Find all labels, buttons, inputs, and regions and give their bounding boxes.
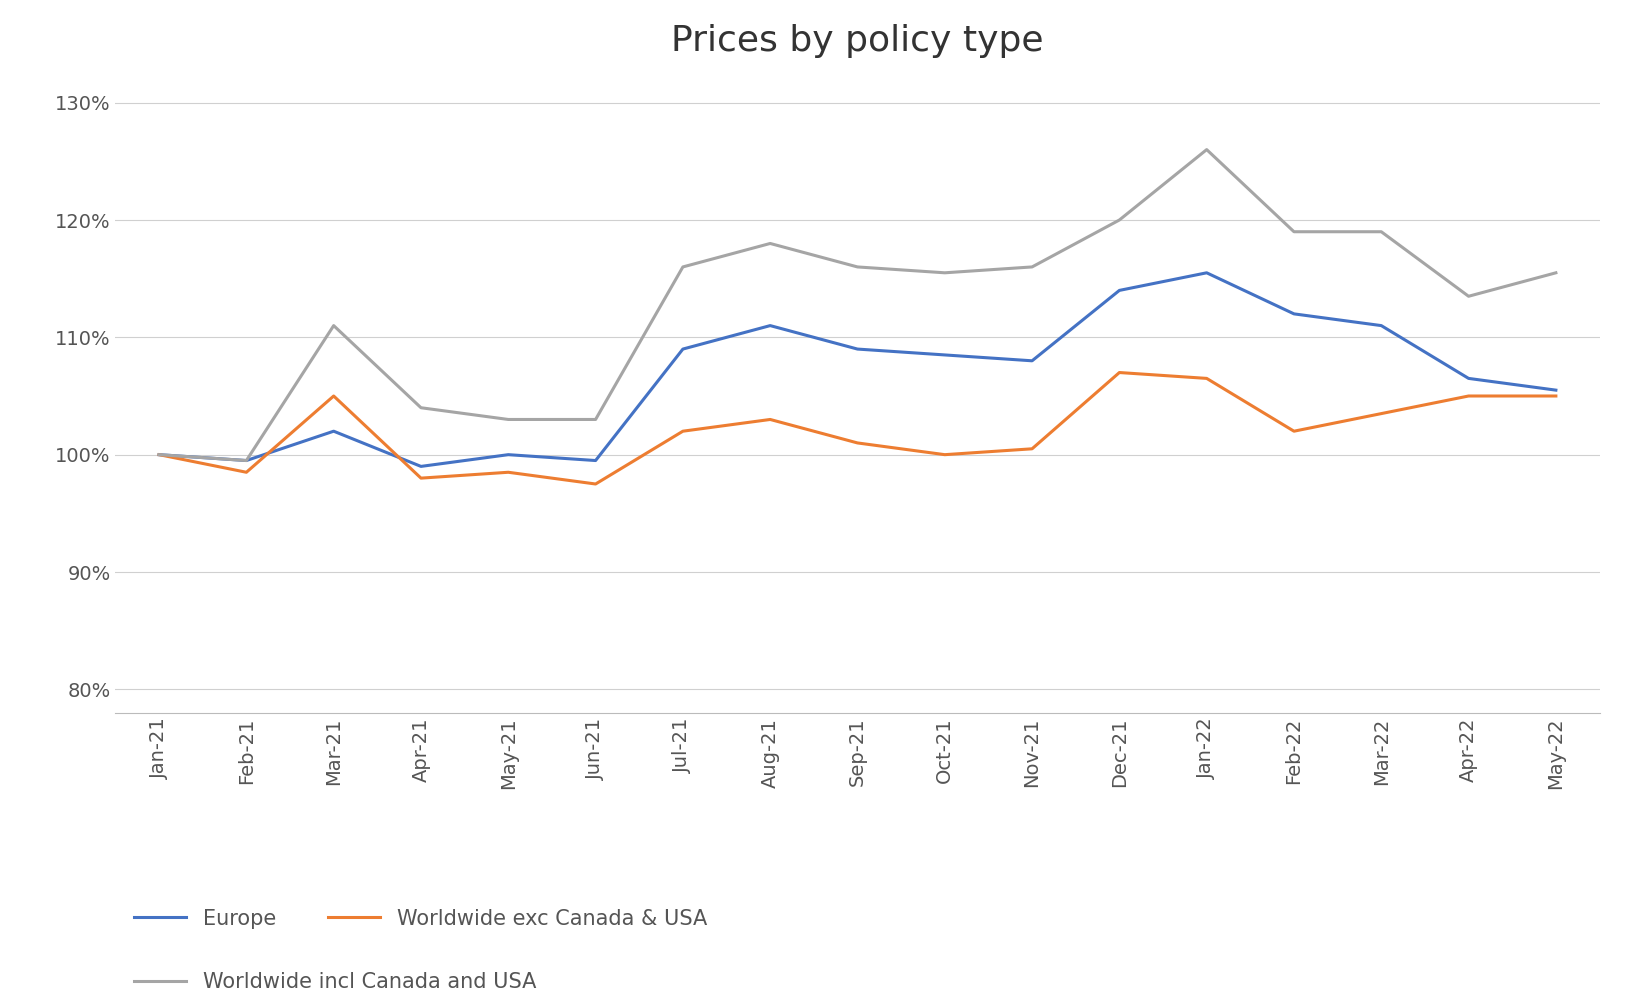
Europe bbox=[148, 448, 168, 460]
Worldwide incl Canada and USA bbox=[760, 238, 780, 249]
Worldwide exc Canada & USA bbox=[847, 437, 867, 448]
Worldwide incl Canada and USA bbox=[1371, 226, 1391, 238]
Worldwide exc Canada & USA bbox=[1196, 372, 1216, 384]
Europe bbox=[1022, 354, 1042, 366]
Worldwide incl Canada and USA bbox=[410, 402, 430, 414]
Europe bbox=[1109, 284, 1129, 296]
Worldwide incl Canada and USA bbox=[148, 448, 168, 460]
Europe bbox=[323, 426, 343, 438]
Europe bbox=[1284, 308, 1304, 320]
Worldwide incl Canada and USA bbox=[934, 267, 954, 279]
Worldwide exc Canada & USA bbox=[148, 448, 168, 460]
Worldwide exc Canada & USA bbox=[760, 414, 780, 426]
Europe bbox=[498, 448, 517, 460]
Europe bbox=[1458, 372, 1478, 384]
Worldwide exc Canada & USA bbox=[1546, 390, 1566, 402]
Line: Europe: Europe bbox=[158, 273, 1556, 466]
Legend: Worldwide incl Canada and USA: Worldwide incl Canada and USA bbox=[125, 964, 544, 990]
Worldwide exc Canada & USA bbox=[585, 478, 605, 490]
Europe bbox=[1196, 267, 1216, 279]
Worldwide incl Canada and USA bbox=[847, 261, 867, 273]
Worldwide exc Canada & USA bbox=[1284, 426, 1304, 438]
Worldwide incl Canada and USA bbox=[1022, 261, 1042, 273]
Worldwide incl Canada and USA bbox=[672, 261, 692, 273]
Worldwide incl Canada and USA bbox=[1546, 267, 1566, 279]
Europe bbox=[1371, 320, 1391, 332]
Line: Worldwide exc Canada & USA: Worldwide exc Canada & USA bbox=[158, 372, 1556, 484]
Worldwide exc Canada & USA bbox=[672, 426, 692, 438]
Line: Worldwide incl Canada and USA: Worldwide incl Canada and USA bbox=[158, 149, 1556, 460]
Europe bbox=[760, 320, 780, 332]
Europe bbox=[1546, 384, 1566, 396]
Worldwide exc Canada & USA bbox=[1458, 390, 1478, 402]
Worldwide incl Canada and USA bbox=[323, 320, 343, 332]
Europe bbox=[236, 454, 255, 466]
Worldwide exc Canada & USA bbox=[1022, 443, 1042, 454]
Worldwide incl Canada and USA bbox=[1284, 226, 1304, 238]
Worldwide incl Canada and USA bbox=[1196, 144, 1216, 155]
Europe bbox=[585, 454, 605, 466]
Worldwide exc Canada & USA bbox=[1109, 366, 1129, 378]
Worldwide incl Canada and USA bbox=[585, 414, 605, 426]
Europe bbox=[847, 344, 867, 355]
Worldwide exc Canada & USA bbox=[1371, 408, 1391, 420]
Title: Prices by policy type: Prices by policy type bbox=[671, 25, 1043, 58]
Worldwide incl Canada and USA bbox=[498, 414, 517, 426]
Worldwide incl Canada and USA bbox=[1458, 290, 1478, 302]
Europe bbox=[410, 460, 430, 472]
Worldwide incl Canada and USA bbox=[1109, 214, 1129, 226]
Worldwide incl Canada and USA bbox=[236, 454, 255, 466]
Worldwide exc Canada & USA bbox=[236, 466, 255, 478]
Europe bbox=[672, 344, 692, 355]
Worldwide exc Canada & USA bbox=[323, 390, 343, 402]
Worldwide exc Canada & USA bbox=[410, 472, 430, 484]
Europe bbox=[934, 349, 954, 361]
Worldwide exc Canada & USA bbox=[934, 448, 954, 460]
Worldwide exc Canada & USA bbox=[498, 466, 517, 478]
